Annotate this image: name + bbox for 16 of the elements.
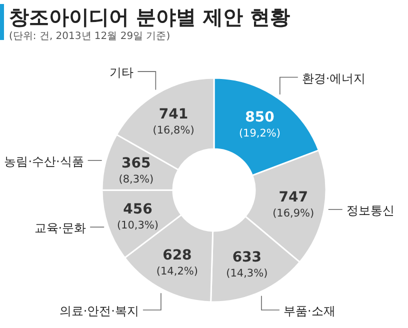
data-label: 628 (14,2%): [156, 248, 198, 278]
slice-label: 교육·문화: [34, 221, 86, 236]
data-label: 741 (16,8%): [152, 106, 194, 136]
slice-label: 의료·안전·복지: [59, 304, 139, 318]
data-label: 747 (16,9%): [272, 189, 314, 220]
data-label: 633 (14,3%): [226, 249, 268, 280]
slice-label: 정보통신: [346, 203, 394, 218]
data-label: 456 (10,3%): [116, 202, 159, 232]
slice-label: 부품·소재: [283, 304, 336, 318]
chart-subtitle: (단위: 건, 2013년 12월 29일 기준): [9, 31, 170, 42]
chart-title: 창조아이디어 분야별 제안 현황: [9, 5, 290, 29]
slice-label: 농림·수산·식품: [4, 154, 84, 168]
data-label: 850 (19,2%): [238, 110, 281, 140]
slice-label: 환경·에너지: [302, 71, 366, 86]
data-label: 365 (8,3%): [118, 155, 154, 186]
slice-label: 기타: [110, 66, 134, 80]
